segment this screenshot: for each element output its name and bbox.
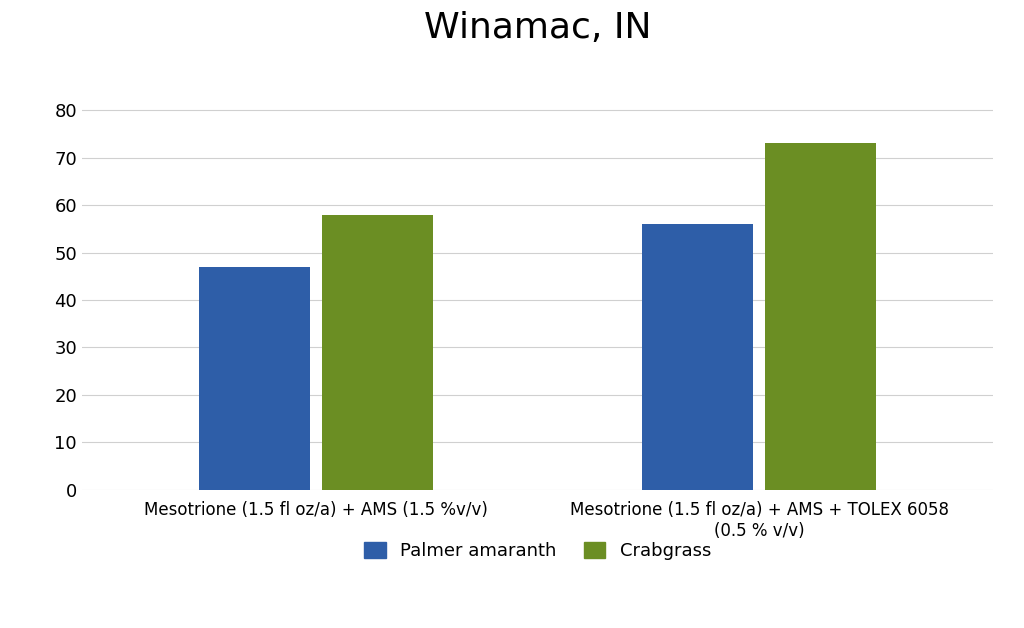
Bar [765, 143, 877, 490]
Bar [199, 267, 309, 490]
Bar [323, 215, 433, 490]
Bar [642, 224, 753, 490]
Legend: Palmer amaranth, Crabgrass: Palmer amaranth, Crabgrass [355, 533, 720, 570]
Title: Winamac, IN: Winamac, IN [424, 11, 651, 45]
